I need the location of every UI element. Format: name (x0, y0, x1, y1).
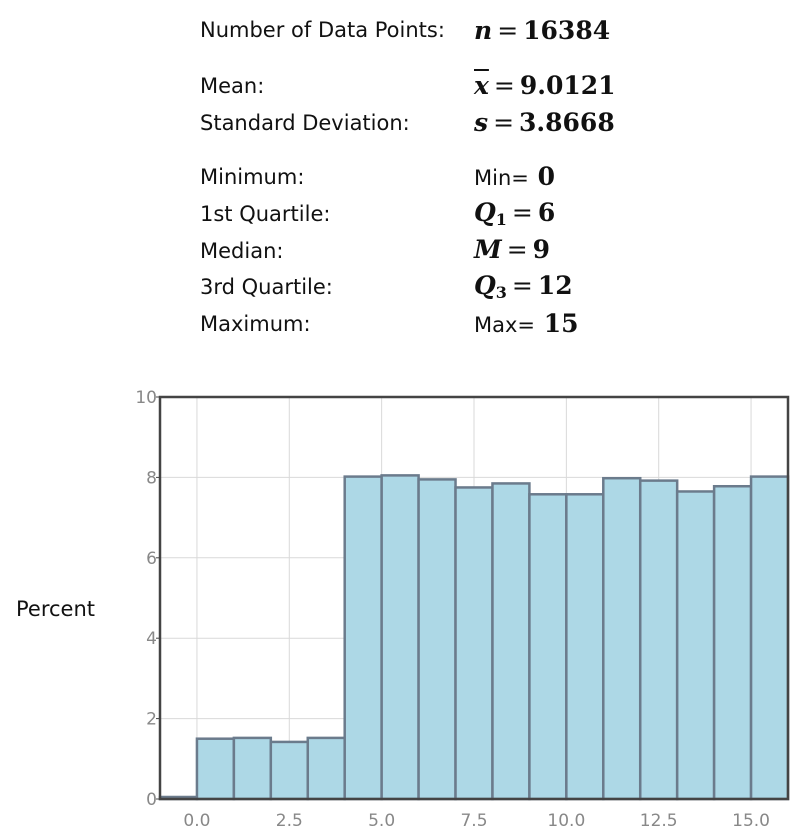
histogram-bar (195, 737, 236, 801)
n-equals: = (497, 16, 519, 45)
histogram-bar (454, 486, 494, 801)
n-value: n = 16384 (474, 18, 610, 43)
q3-subscript: 3 (495, 283, 507, 302)
histogram-bar (269, 740, 310, 801)
histogram-bar (638, 479, 679, 801)
x-tick-label: 2.5 (276, 811, 303, 831)
q3-equals: = (511, 271, 533, 300)
min-number: 0 (537, 162, 555, 191)
q1-equals: = (511, 198, 533, 227)
min-symbol: Min (474, 166, 512, 190)
median-label: Median: (200, 239, 284, 263)
histogram-bar (602, 476, 642, 801)
q3-value: Q3 = 12 (474, 273, 573, 301)
histogram-bar (232, 736, 273, 801)
histogram-bar (306, 736, 346, 801)
x-tick-label: 7.5 (460, 811, 487, 831)
histogram-bar (380, 474, 420, 801)
min-value: Min= 0 (474, 164, 555, 189)
axis-ticks: 0.0 2.5 5.0 7.5 10.0 12.5 15.0 0 2 4 6 8 10 (135, 388, 770, 831)
q3-label: 3rd Quartile: (200, 275, 333, 299)
histogram-bar (675, 490, 716, 801)
median-value: M = 9 (474, 237, 550, 262)
sd-symbol: s (474, 108, 489, 137)
n-label: Number of Data Points: (200, 18, 445, 42)
max-value: Max= 15 (474, 311, 579, 336)
histogram-bar (491, 482, 531, 801)
sd-number: 3.8668 (519, 108, 615, 137)
max-label: Maximum: (200, 312, 311, 336)
x-tick-label: 15.0 (732, 811, 770, 831)
mean-number: 9.0121 (519, 71, 616, 100)
q1-number: 6 (537, 198, 556, 227)
y-tick-label: 10 (135, 388, 157, 408)
x-tick-label: 0.0 (183, 811, 210, 831)
y-tick-label: 8 (146, 468, 157, 488)
histogram-bars (158, 474, 790, 801)
x-tick-label: 12.5 (640, 811, 678, 831)
histogram-bar (417, 478, 457, 801)
mean-symbol: x (474, 71, 489, 100)
q1-symbol: Q (474, 198, 496, 227)
x-tick-label: 5.0 (368, 811, 395, 831)
median-equals: = (506, 235, 528, 264)
mean-equals: = (493, 71, 515, 100)
n-number: 16384 (523, 16, 611, 45)
min-equals: = (511, 166, 529, 190)
q1-label: 1st Quartile: (200, 202, 331, 226)
q1-subscript: 1 (495, 210, 507, 229)
histogram-bar (712, 484, 753, 801)
min-label: Minimum: (200, 165, 305, 189)
mean-label: Mean: (200, 74, 265, 98)
max-symbol: Max (474, 313, 518, 337)
median-number: 9 (532, 235, 551, 264)
histogram-bar (749, 475, 790, 801)
sd-value: s = 3.8668 (474, 110, 615, 135)
q3-symbol: Q (474, 271, 496, 300)
histogram-bar (565, 493, 605, 801)
max-number: 15 (543, 309, 579, 338)
histogram-bar (528, 493, 568, 801)
y-tick-label: 0 (146, 790, 157, 810)
y-tick-label: 2 (146, 710, 157, 730)
q1-value: Q1 = 6 (474, 200, 555, 228)
plot-frame (158, 395, 790, 801)
y-tick-label: 4 (146, 629, 157, 649)
q3-number: 12 (537, 271, 573, 300)
x-tick-label: 10.0 (547, 811, 585, 831)
histogram-bar (343, 475, 383, 801)
y-axis-label: Percent (16, 597, 96, 621)
sd-equals: = (493, 108, 515, 137)
mean-value: x = 9.0121 (474, 73, 616, 98)
y-tick-label: 6 (146, 549, 157, 569)
sd-label: Standard Deviation: (200, 111, 410, 135)
median-symbol: M (474, 235, 502, 264)
n-symbol: n (474, 16, 493, 45)
max-equals: = (517, 313, 536, 337)
